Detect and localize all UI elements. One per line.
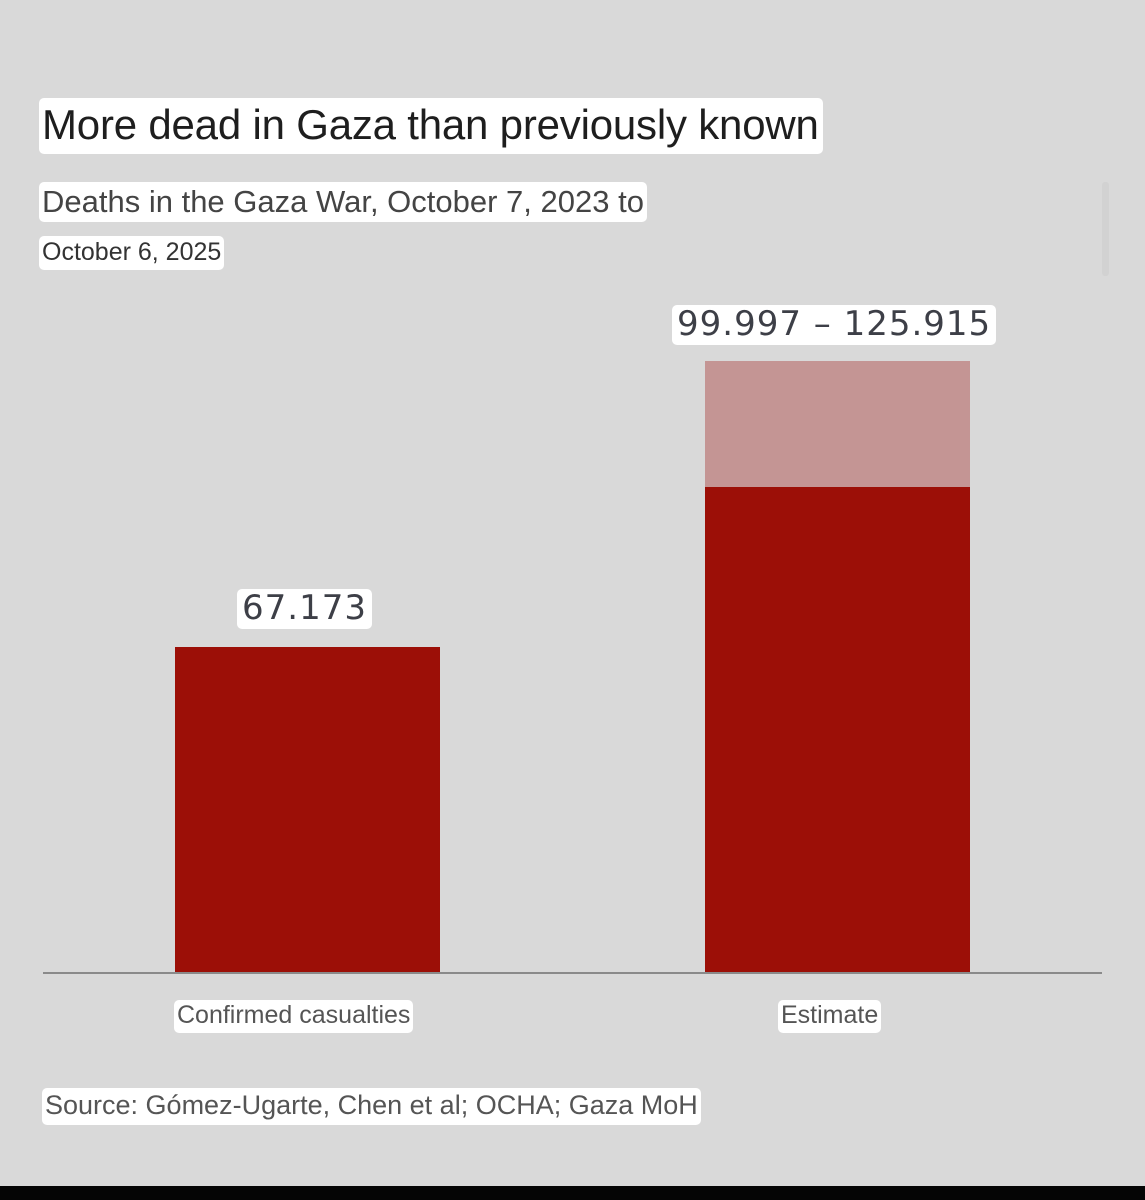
bar-estimate-lower-bound xyxy=(705,487,970,973)
bar-estimate-range xyxy=(705,361,970,487)
source-note: Source: Gómez-Ugarte, Chen et al; OCHA; … xyxy=(42,1088,701,1125)
chart-title: More dead in Gaza than previously known xyxy=(39,98,823,154)
scrollbar[interactable] xyxy=(1102,182,1109,276)
value-label-estimate: 99.997 – 125.915 xyxy=(672,305,997,345)
chart-subtitle: Deaths in the Gaza War, October 7, 2023 … xyxy=(39,182,647,222)
x-axis-line xyxy=(43,972,1102,974)
bar-confirmed-casualties xyxy=(175,647,440,973)
chart-subtitle-date: October 6, 2025 xyxy=(39,236,225,270)
category-label-estimate: Estimate xyxy=(778,1000,882,1033)
category-label-confirmed: Confirmed casualties xyxy=(174,1000,414,1033)
bottom-bar xyxy=(0,1186,1145,1200)
value-label-confirmed: 67.173 xyxy=(237,589,372,629)
